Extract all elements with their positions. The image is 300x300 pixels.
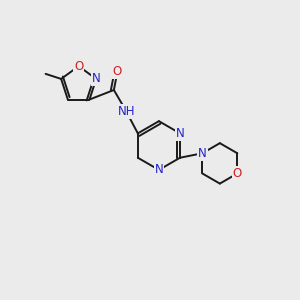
- Text: O: O: [74, 60, 83, 73]
- Text: N: N: [154, 164, 163, 176]
- Text: N: N: [176, 127, 184, 140]
- Text: NH: NH: [118, 105, 135, 118]
- Text: O: O: [113, 65, 122, 78]
- Text: O: O: [233, 167, 242, 180]
- Text: N: N: [198, 147, 207, 160]
- Text: N: N: [92, 72, 100, 86]
